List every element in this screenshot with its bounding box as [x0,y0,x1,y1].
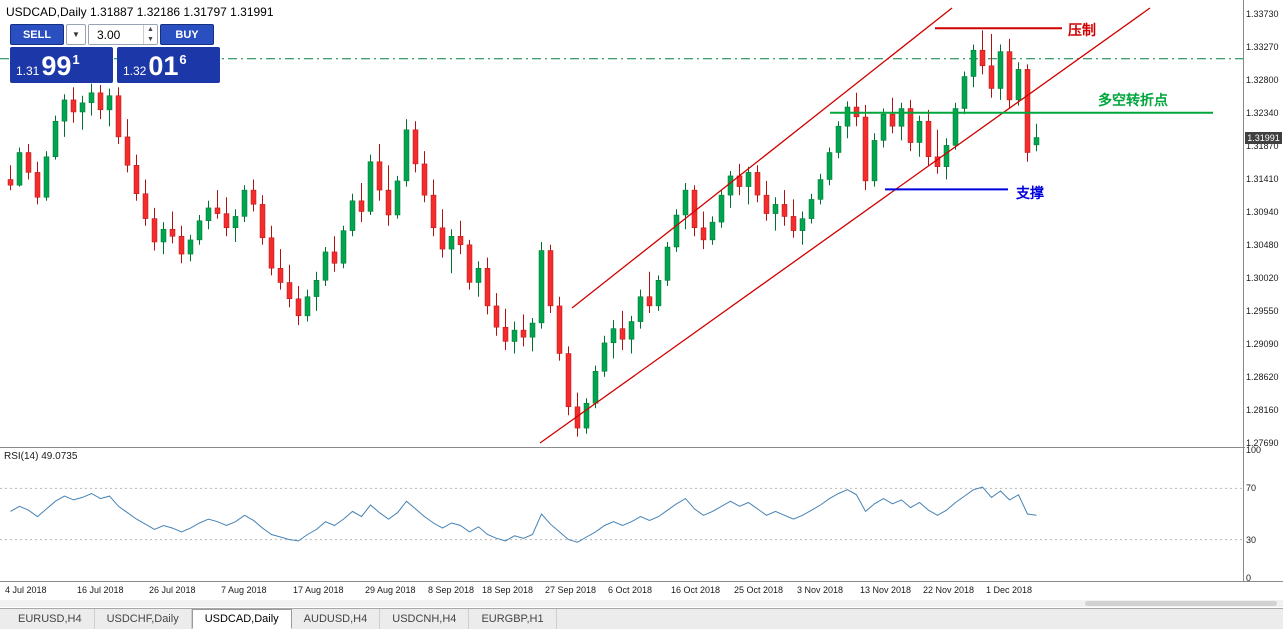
price-axis-label: 1.29090 [1246,339,1279,349]
support-label[interactable]: 支撑 [1016,185,1044,201]
sell-price-big-digits: 99 [41,51,72,81]
date-axis-label: 16 Jul 2018 [77,585,124,595]
sell-button[interactable]: SELL [10,24,64,45]
rsi-axis-label: 70 [1246,483,1257,493]
tab-eurusd-h4[interactable]: EURUSD,H4 [6,609,95,629]
scrollbar-thumb[interactable] [1085,601,1277,606]
buy-price-pipette: 6 [179,52,187,67]
price-axis-label: 1.30020 [1246,273,1279,283]
rsi-line [10,486,1037,543]
price-axis-label: 1.33270 [1246,42,1279,52]
price-axis-label: 1.32800 [1246,75,1279,85]
one-click-trading-panel: SELL ▼ ▲ ▼ BUY 1.31 99 1 1.32 01 [10,24,220,83]
price-axis-label: 1.28620 [1246,372,1279,382]
date-axis-label: 27 Sep 2018 [545,585,597,595]
date-axis-label: 8 Sep 2018 [428,585,475,595]
rsi-indicator-pane[interactable] [0,448,1243,581]
price-axis-label: 1.33730 [1246,9,1279,19]
price-axis[interactable]: 1.31991 1.33730 1.33270 1.32800 1.32340 1.31… [1245,0,1283,583]
buy-price-big-digits: 01 [148,51,179,81]
candles [7,30,1040,437]
price-axis-label: 1.30480 [1246,240,1279,250]
sell-price-display[interactable]: 1.31 99 1 [10,47,113,83]
buy-button[interactable]: BUY [160,24,214,45]
pane-divider [0,581,1283,582]
price-axis-label: 1.28160 [1246,405,1279,415]
tab-eurgbp-h1[interactable]: EURGBP,H1 [469,609,557,629]
price-axis-label: 1.31870 [1246,141,1279,151]
chevron-down-icon: ▼ [72,30,80,39]
sell-price-prefix: 1.31 [16,64,40,78]
price-axis-label: 1.31410 [1246,174,1279,184]
channel-lower-line[interactable] [539,7,1151,444]
date-axis[interactable]: 4 Jul 2018 16 Jul 2018 26 Jul 2018 7 Aug 20… [0,583,1283,598]
pivot-label[interactable]: 多空转折点 [1098,92,1168,108]
pane-splitter[interactable] [0,447,1283,448]
date-axis-label: 17 Aug 2018 [293,585,344,595]
date-axis-label: 1 Dec 2018 [986,585,1033,595]
volume-decrease-button[interactable]: ▼ [147,35,154,43]
date-axis-label: 18 Sep 2018 [482,585,534,595]
rsi-axis-label: 30 [1246,535,1257,545]
price-axis-label: 1.29550 [1246,306,1279,316]
date-axis-label: 26 Jul 2018 [149,585,196,595]
volume-stepper: ▲ ▼ [88,24,158,45]
date-axis-label: 13 Nov 2018 [860,585,912,595]
channel-upper-line[interactable] [571,7,953,309]
date-axis-label: 25 Oct 2018 [734,585,784,595]
candlestick-chart[interactable] [0,0,1243,448]
tab-usdchf-daily[interactable]: USDCHF,Daily [95,609,192,629]
price-axis-label: 1.32340 [1246,108,1279,118]
rsi-axis-label: 100 [1246,445,1262,455]
volume-dropdown-button[interactable]: ▼ [66,24,86,45]
date-axis-label: 7 Aug 2018 [221,585,267,595]
price-axis-label: 1.27690 [1246,438,1279,448]
volume-increase-button[interactable]: ▲ [147,26,154,33]
horizontal-scrollbar[interactable] [0,600,1283,607]
tab-usdcad-daily[interactable]: USDCAD,Daily [191,609,292,629]
current-price-tag: 1.31991 [1245,132,1282,144]
axis-border [1243,0,1244,581]
volume-input[interactable] [89,25,143,44]
date-axis-label: 4 Jul 2018 [5,585,47,595]
chart-tab-bar: EURUSD,H4 USDCHF,Daily USDCAD,Daily AUDU… [0,608,1283,629]
chart-title: USDCAD,Daily 1.31887 1.32186 1.31797 1.3… [6,5,274,19]
rsi-indicator-label: RSI(14) 49.0735 [4,451,78,462]
rsi-axis-label: 0 [1246,573,1252,583]
date-axis-label: 3 Nov 2018 [797,585,844,595]
tab-audusd-h4[interactable]: AUDUSD,H4 [292,609,381,629]
date-axis-label: 6 Oct 2018 [608,585,653,595]
resistance-label[interactable]: 压制 [1068,22,1096,38]
price-axis-label: 1.30940 [1246,207,1279,217]
buy-price-prefix: 1.32 [123,64,147,78]
date-axis-label: 16 Oct 2018 [671,585,721,595]
tab-usdcnh-h4[interactable]: USDCNH,H4 [380,609,470,629]
buy-price-display[interactable]: 1.32 01 6 [117,47,220,83]
date-axis-label: 22 Nov 2018 [923,585,975,595]
sell-price-pipette: 1 [72,52,80,67]
date-axis-label: 29 Aug 2018 [365,585,416,595]
